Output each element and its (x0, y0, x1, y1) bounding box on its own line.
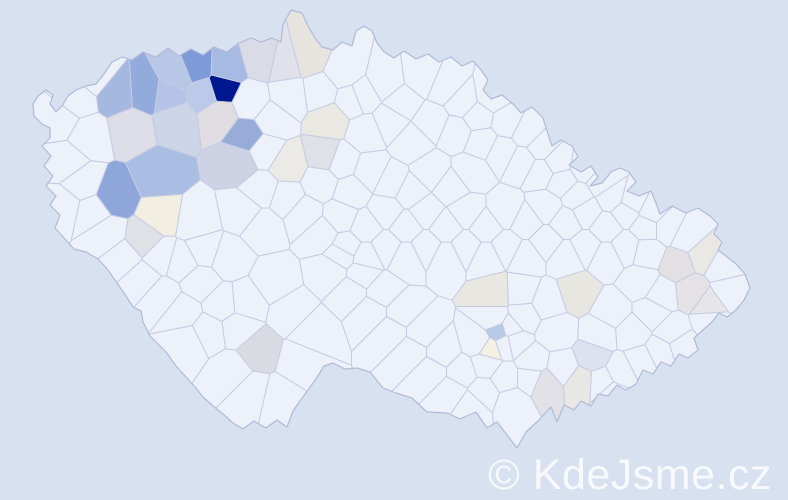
district-cell[interactable] (517, 367, 542, 398)
district-cell[interactable] (506, 271, 543, 306)
district-cell[interactable] (452, 307, 491, 358)
district-cell[interactable] (651, 309, 693, 345)
district-cell[interactable] (589, 365, 614, 404)
district-cell[interactable] (175, 179, 224, 241)
district-cell[interactable] (231, 77, 271, 120)
country-outline (32, 9, 751, 449)
district-cell[interactable] (644, 273, 679, 313)
district-cell[interactable] (331, 230, 362, 257)
district-cell[interactable] (612, 264, 661, 303)
district-cell[interactable] (628, 215, 657, 241)
